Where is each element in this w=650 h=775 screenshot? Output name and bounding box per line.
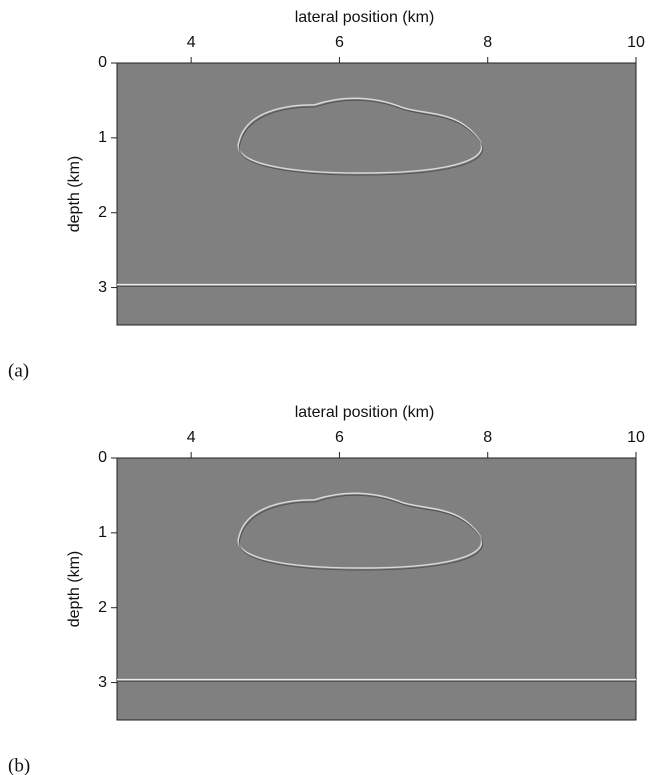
y-tick-label: 2 [98,599,107,616]
x-tick-label: 10 [627,34,645,51]
x-tick-label: 6 [335,429,344,446]
salt-body-shadow [238,494,484,571]
x-tick-label: 6 [335,34,344,51]
y-tick-label: 3 [98,279,107,296]
y-axis-label: depth (km) [66,156,83,232]
x-tick-label: 4 [187,34,196,51]
y-tick-label: 2 [98,204,107,221]
x-tick-label: 4 [187,429,196,446]
y-tick-label: 0 [98,54,107,71]
y-tick-label: 1 [98,129,107,146]
salt-body-edge [237,492,483,569]
y-tick-label: 0 [98,449,107,466]
panel: 4 6 8 10 0 1 2 3 lateral position (km) depth (km)… [8,9,645,381]
panel: 4 6 8 10 0 1 2 3 lateral position (km) depth (km)… [8,404,645,775]
seismic-image [116,457,637,721]
x-axis-label: lateral position (km) [295,404,435,421]
panel-label: (b) [8,755,30,775]
x-tick-label: 8 [483,34,492,51]
panel-label: (a) [8,360,29,381]
y-axis-label: depth (km) [66,551,83,627]
salt-body-shadow [238,99,484,176]
x-tick-label: 8 [483,429,492,446]
y-tick-label: 3 [98,674,107,691]
x-tick-label: 10 [627,429,645,446]
x-axis-label: lateral position (km) [295,9,435,26]
salt-body-edge [237,97,483,174]
seismic-image [116,62,637,326]
y-tick-label: 1 [98,524,107,541]
